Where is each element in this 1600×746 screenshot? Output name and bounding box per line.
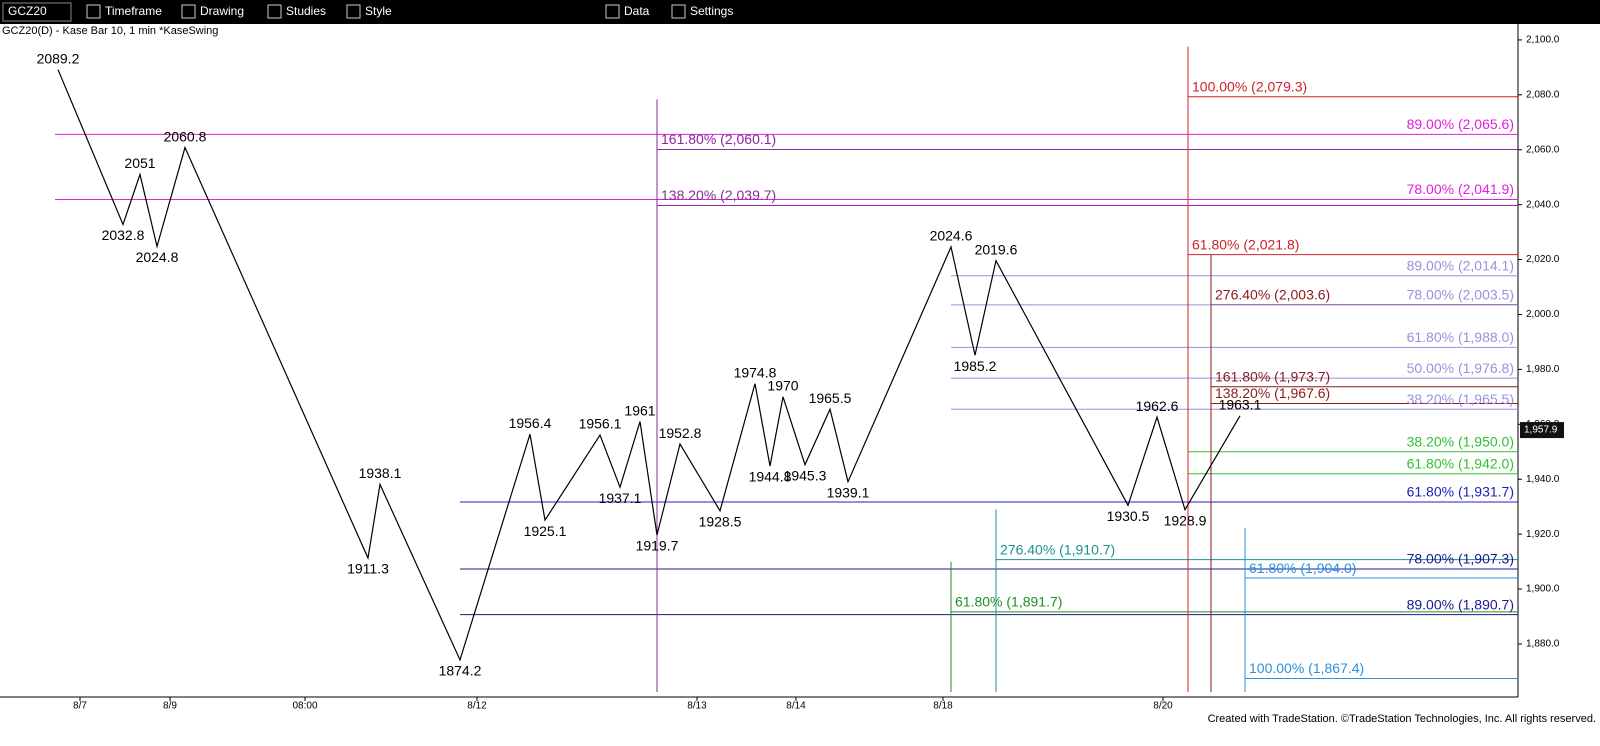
y-tick-label: 2,060.0 <box>1526 144 1560 155</box>
x-tick-label: 8/20 <box>1153 701 1173 712</box>
fib-label: 78.00% (2,041.9) <box>1407 181 1514 197</box>
fib-label: 89.00% (2,014.1) <box>1407 257 1514 273</box>
toolbar-button[interactable]: Timeframe <box>105 4 162 18</box>
fib-label: 61.80% (2,021.8) <box>1192 236 1299 252</box>
swing-label: 2024.6 <box>930 228 973 244</box>
swing-label: 1928.5 <box>699 513 742 529</box>
swing-label: 1970 <box>767 378 798 394</box>
swing-label: 1962.6 <box>1136 398 1179 414</box>
toolbar-button[interactable]: Settings <box>690 4 733 18</box>
y-tick-label: 1,900.0 <box>1526 584 1560 595</box>
fib-label: 61.80% (1,904.0) <box>1249 560 1356 576</box>
fib-label: 276.40% (1,910.7) <box>1000 541 1115 557</box>
fib-label: 89.00% (1,890.7) <box>1407 596 1514 612</box>
swing-label: 1974.8 <box>734 364 777 380</box>
fib-label: 161.80% (2,060.1) <box>661 131 776 147</box>
swing-label: 1937.1 <box>599 490 642 506</box>
y-tick-label: 1,920.0 <box>1526 529 1560 540</box>
x-tick-label: 8/13 <box>687 701 707 712</box>
fib-label: 161.80% (1,973.7) <box>1215 368 1330 384</box>
y-tick-label: 2,080.0 <box>1526 89 1560 100</box>
swing-label: 2019.6 <box>975 241 1018 257</box>
swing-label: 2089.2 <box>37 50 80 66</box>
toolbar-icon[interactable] <box>671 4 686 19</box>
toolbar-icon[interactable] <box>181 4 196 19</box>
swing-label: 2024.8 <box>136 249 179 265</box>
swing-label: 2051 <box>124 155 155 171</box>
swing-label: 1944.8 <box>749 469 792 485</box>
swing-label: 1919.7 <box>636 538 679 554</box>
y-tick-label: 2,020.0 <box>1526 254 1560 265</box>
fib-label: 78.00% (1,907.3) <box>1407 551 1514 567</box>
swing-label: 1965.5 <box>809 390 852 406</box>
y-tick-label: 2,040.0 <box>1526 199 1560 210</box>
swing-label: 1961 <box>624 402 655 418</box>
y-tick-label: 1,940.0 <box>1526 474 1560 485</box>
y-tick-label: 1,980.0 <box>1526 364 1560 375</box>
toolbar <box>0 0 1600 24</box>
y-tick-label: 1,880.0 <box>1526 639 1560 650</box>
toolbar-icon[interactable] <box>267 4 282 19</box>
x-tick-label: 08:00 <box>292 701 317 712</box>
swing-label: 1930.5 <box>1107 508 1150 524</box>
swing-label: 1956.1 <box>579 416 622 432</box>
fib-label: 138.20% (1,967.6) <box>1215 385 1330 401</box>
fib-label: 138.20% (2,039.7) <box>661 187 776 203</box>
fib-label: 100.00% (1,867.4) <box>1249 660 1364 676</box>
y-tick-label: 2,000.0 <box>1526 309 1560 320</box>
chart-label: GCZ20(D) - Kase Bar 10, 1 min *KaseSwing <box>2 25 218 37</box>
fib-label: 78.00% (2,003.5) <box>1407 287 1514 303</box>
fib-label: 100.00% (2,079.3) <box>1192 78 1307 94</box>
last-price-label: 1,957.9 <box>1524 425 1558 436</box>
symbol-box[interactable] <box>2 2 72 22</box>
toolbar-icon[interactable] <box>346 4 361 19</box>
last-price-box <box>1520 422 1564 439</box>
swing-label: 1945.3 <box>784 467 827 483</box>
toolbar-button[interactable]: Data <box>624 4 650 18</box>
x-tick-label: 8/12 <box>467 701 487 712</box>
swing-label: 1925.1 <box>524 523 567 539</box>
swing-label: 1938.1 <box>359 465 402 481</box>
fib-label: 61.80% (1,931.7) <box>1407 484 1514 500</box>
x-tick-label: 8/7 <box>73 701 87 712</box>
swing-label: 1911.3 <box>347 561 389 577</box>
swing-line <box>57 69 1241 662</box>
toolbar-icon[interactable] <box>86 4 101 19</box>
fib-label: 89.00% (2,065.6) <box>1407 116 1514 132</box>
swing-label: 2032.8 <box>102 227 145 243</box>
fib-label: 38.20% (1,950.0) <box>1407 433 1514 449</box>
toolbar-button[interactable]: Drawing <box>200 4 244 18</box>
swing-label: 1952.8 <box>659 425 702 441</box>
swing-label: 2060.8 <box>164 128 207 144</box>
x-tick-label: 8/9 <box>163 701 177 712</box>
swing-label: 1939.1 <box>827 484 870 500</box>
fib-label: 38.20% (1,965.5) <box>1407 391 1514 407</box>
symbol[interactable]: GCZ20 <box>8 4 47 18</box>
y-tick-label: 2,100.0 <box>1526 35 1560 46</box>
swing-label: 1928.9 <box>1164 512 1207 528</box>
x-tick-label: 8/14 <box>786 701 806 712</box>
footer: Created with TradeStation. ©TradeStation… <box>1208 713 1596 725</box>
fib-label: 50.00% (1,976.8) <box>1407 360 1514 376</box>
fib-label: 61.80% (1,942.0) <box>1407 455 1514 471</box>
fib-label: 276.40% (2,003.6) <box>1215 286 1330 302</box>
x-tick-label: 8/18 <box>933 701 953 712</box>
toolbar-button[interactable]: Style <box>365 4 392 18</box>
swing-label: 1874.2 <box>439 663 482 679</box>
swing-label: 1963.1 <box>1219 396 1262 412</box>
toolbar-icon[interactable] <box>605 4 620 19</box>
fib-label: 61.80% (1,891.7) <box>955 594 1062 610</box>
swing-label: 1956.4 <box>509 415 552 431</box>
fib-label: 61.80% (1,988.0) <box>1407 329 1514 345</box>
swing-label: 1985.2 <box>954 358 997 374</box>
toolbar-button[interactable]: Studies <box>286 4 326 18</box>
